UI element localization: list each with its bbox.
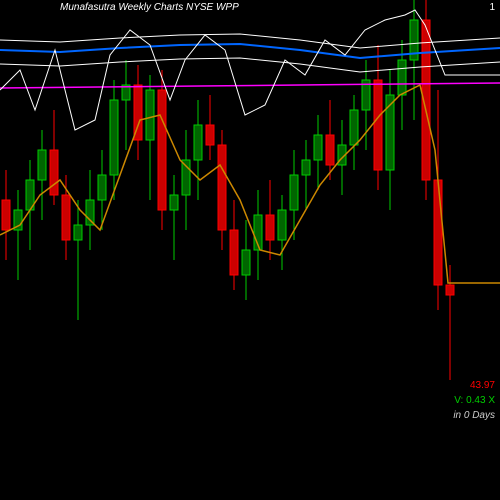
days-label: in 0 Days — [453, 410, 495, 421]
candlestick-chart — [0, 0, 500, 500]
price-label: 43.97 — [470, 380, 495, 391]
volume-label: V: 0.43 X — [454, 395, 495, 406]
chart-container: Munafasutra Weekly Charts NYSE WPP 1 43.… — [0, 0, 500, 500]
top-right-label: 1 — [489, 2, 495, 13]
chart-title: Munafasutra Weekly Charts NYSE WPP — [60, 2, 239, 13]
